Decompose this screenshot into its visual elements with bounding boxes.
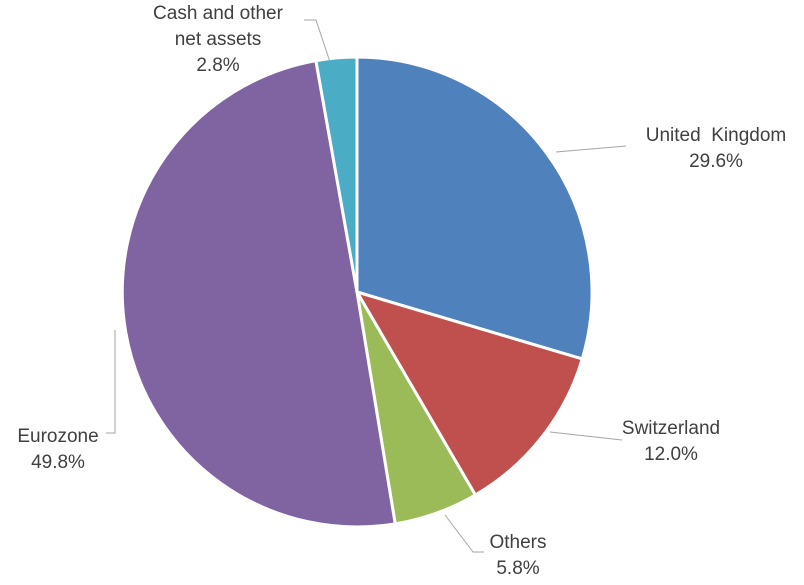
leader-line-eurozone <box>106 330 116 434</box>
slice-name-eurozone: Eurozone <box>17 426 98 447</box>
pie-slice-switzerland <box>355 290 584 497</box>
data-label-others: Others 5.8% <box>489 532 546 579</box>
slice-value-eurozone: 49.8% <box>31 452 85 473</box>
pie-slice-cash-and-other-net-assets <box>314 55 359 294</box>
slice-name-others: Others <box>489 532 546 553</box>
leader-line-switzerland <box>549 431 623 441</box>
slice-name-cash-and-other-net-assets-line-2: net assets <box>175 29 262 50</box>
slice-value-cash-and-other-net-assets: 2.8% <box>196 55 239 76</box>
leader-line-others <box>444 514 484 553</box>
data-label-switzerland: Switzerland 12.0% <box>622 418 720 465</box>
slice-name-switzerland: Switzerland <box>622 418 720 439</box>
data-label-eurozone: Eurozone 49.8% <box>17 426 98 473</box>
pie-slices <box>120 55 594 529</box>
slice-value-united-kingdom: 29.6% <box>689 151 743 172</box>
slice-name-united-kingdom: United Kingdom <box>646 125 786 146</box>
data-labels: United Kingdom 29.6% Switzerland 12.0% Other… <box>17 3 786 579</box>
leader-line-united-kingdom <box>555 145 627 153</box>
leader-line-cash-and-other-net-assets <box>304 19 331 63</box>
data-label-cash-and-other-net-assets: Cash and other net assets 2.8% <box>153 3 284 76</box>
leader-lines <box>106 19 627 553</box>
slice-value-others: 5.8% <box>496 558 539 579</box>
slice-name-cash-and-other-net-assets-line-1: Cash and other <box>153 3 284 24</box>
slice-value-switzerland: 12.0% <box>644 444 698 465</box>
pie-slice-eurozone <box>120 59 397 529</box>
data-label-united-kingdom: United Kingdom 29.6% <box>646 125 786 172</box>
pie-slice-united-kingdom <box>355 55 594 361</box>
